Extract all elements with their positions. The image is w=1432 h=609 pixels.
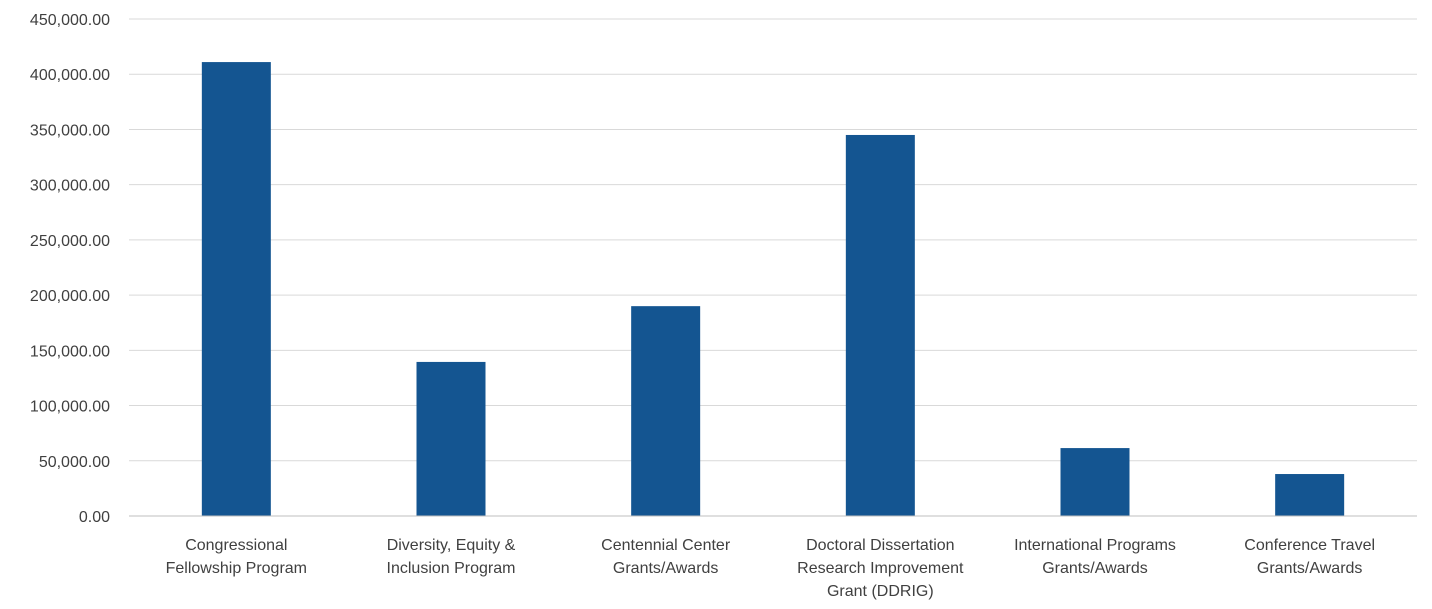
y-tick-label: 200,000.00	[30, 288, 110, 305]
bar	[416, 361, 486, 516]
y-tick-label: 350,000.00	[30, 122, 110, 139]
y-axis-tick-labels: 0.00 50,000.00 100,000.00 150,000.00 200,000…	[30, 12, 110, 526]
y-tick-label: 50,000.00	[39, 454, 110, 471]
bar	[631, 306, 701, 516]
y-tick-label: 300,000.00	[30, 178, 110, 195]
bars	[201, 62, 1345, 516]
y-tick-label: 250,000.00	[30, 233, 110, 250]
bar	[1275, 474, 1345, 516]
bar	[845, 134, 915, 516]
y-tick-label: 100,000.00	[30, 399, 110, 416]
bar	[201, 62, 271, 516]
x-category-label: Centennial Center Grants/Awards	[601, 537, 731, 577]
y-tick-label: 0.00	[79, 509, 110, 526]
y-tick-label: 150,000.00	[30, 343, 110, 360]
x-category-label: Doctoral Dissertation Research Improvemen…	[797, 537, 964, 600]
gridlines	[129, 18, 1417, 462]
bar	[1060, 448, 1130, 516]
x-category-label: International Programs Grants/Awards	[1014, 537, 1176, 577]
y-tick-label: 450,000.00	[30, 12, 110, 29]
y-tick-label: 400,000.00	[30, 67, 110, 84]
x-category-label: Diversity, Equity & Inclusion Program	[387, 537, 516, 577]
x-category-label: Conference Travel Grants/Awards	[1244, 537, 1375, 577]
x-axis-category-labels: Congressional Fellowship Program Diversity…	[166, 537, 1375, 600]
x-category-label: Congressional Fellowship Program	[166, 537, 307, 577]
